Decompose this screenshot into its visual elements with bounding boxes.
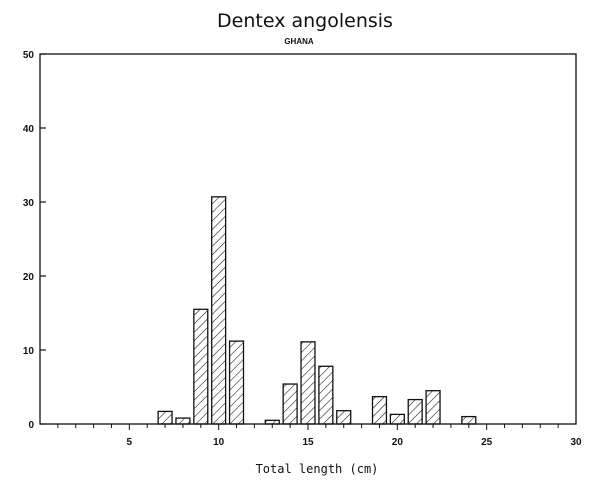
x-tick-label: 30 <box>570 437 582 448</box>
y-tick-label: 10 <box>23 346 35 357</box>
bar-22cm <box>425 390 441 425</box>
bar-17cm <box>336 410 352 425</box>
bar-8cm <box>175 417 191 425</box>
y-tick-label: 50 <box>23 50 35 61</box>
bar-20cm <box>389 413 405 425</box>
bar-13cm <box>264 419 280 425</box>
x-tick-label: 25 <box>481 437 493 448</box>
y-axis: 0 10 20 30 40 50 <box>23 50 46 431</box>
y-tick-label: 40 <box>23 124 35 135</box>
bar-21cm <box>407 398 423 425</box>
x-axis: 5 10 15 20 25 30 <box>57 424 582 448</box>
bar-14cm <box>282 383 298 425</box>
bar-15cm <box>300 341 316 425</box>
y-tick-label: 30 <box>23 198 35 209</box>
x-tick-label: 5 <box>127 437 133 448</box>
bar-11cm <box>228 340 245 425</box>
x-tick-label: 15 <box>302 437 314 448</box>
x-tick-label: 10 <box>213 437 225 448</box>
bar-24cm <box>461 415 477 425</box>
chart-subtitle: GHANA <box>284 37 314 46</box>
chart-title: Dentex angolensis <box>217 10 393 32</box>
bar-9cm <box>193 308 209 425</box>
bars <box>157 196 477 425</box>
bar-19cm <box>371 395 388 425</box>
y-tick-label: 0 <box>28 420 34 431</box>
bar-7cm <box>157 410 173 425</box>
x-tick-label: 20 <box>392 437 404 448</box>
bar-16cm <box>318 365 334 425</box>
y-tick-label: 20 <box>23 272 35 283</box>
x-axis-label: Total length (cm) <box>256 462 379 476</box>
bar-10cm <box>211 196 227 425</box>
